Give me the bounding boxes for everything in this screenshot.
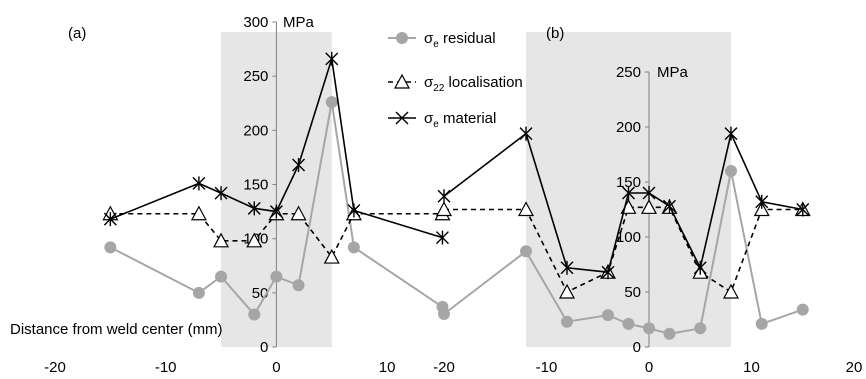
legend-symbol: σ: [424, 110, 434, 127]
panel-b-series-material-point: [437, 189, 451, 204]
panel-a-y-tick-label: 0: [260, 339, 268, 356]
panel-b-series-material-point: [519, 126, 533, 141]
panel-a-y-tick-label: 200: [243, 122, 268, 139]
panel-a-series-material-point: [103, 212, 117, 227]
x-axis-title: Distance from weld center (mm): [10, 321, 223, 338]
legend-symbol: σ: [424, 74, 434, 91]
panel-a-y-tick-label: 250: [243, 68, 268, 85]
panel-a-series-localisation-point: [190, 205, 207, 221]
legend-subscript: e: [433, 119, 439, 130]
panel-b-series-material-point: [622, 186, 635, 200]
panel-a-y-tick-label: 150: [243, 177, 268, 194]
legend-label-material: σe material: [424, 110, 496, 130]
panel-a-series-material-point: [192, 176, 206, 191]
legend-label-localisation: σ22 localisation: [424, 74, 523, 94]
panel-b-series-residual-point: [796, 303, 809, 316]
panel-b-series-residual-point: [520, 245, 532, 258]
panel-b-x-tick-label: 0: [645, 359, 653, 376]
legend-item-material: σe material: [388, 110, 496, 130]
panel-b-series-residual-point: [725, 165, 737, 177]
panel-b-series-material-point: [724, 126, 738, 141]
panel-a-series-residual-point: [347, 241, 360, 254]
legend-label-residual: σe residual: [424, 30, 496, 50]
panel-b-y-tick-label: 250: [616, 64, 641, 81]
panel-b-series-material-point: [642, 186, 656, 200]
panel-b-x-tick-label: 10: [743, 359, 760, 376]
panel-b-series-residual-point: [561, 315, 573, 328]
panel-a-series-material-point: [325, 51, 339, 66]
panel-a-series-localisation-point: [213, 232, 230, 248]
panel-a-series-material-point: [435, 230, 449, 245]
panel-b-series-material-point: [601, 265, 615, 280]
legend-text: residual: [439, 30, 496, 47]
panel-a-series-residual-point: [270, 270, 283, 283]
legend-symbol: σ: [424, 30, 434, 47]
panel-a-series-residual-point: [104, 241, 117, 254]
panel-b-x-tick-label: -10: [536, 359, 558, 376]
panel-b-y-tick-label: 200: [616, 119, 641, 136]
panel-a-series-material-point: [347, 203, 361, 218]
panel-a-x-tick-label: -20: [44, 359, 66, 376]
panel-b-x-tick-label: -20: [433, 359, 455, 376]
panel-a-series-residual-point: [325, 96, 338, 109]
panel-b-x-tick-label: 20: [846, 359, 863, 376]
panel-b-series-material-point: [796, 202, 810, 217]
panel-b-series-residual-point: [643, 322, 655, 335]
panel-b-y-tick-label: 150: [616, 174, 641, 191]
panel-b-y-unit: MPa: [657, 64, 689, 81]
panel-a-series-localisation-point: [246, 232, 263, 248]
panel-b-series-residual-point: [755, 317, 768, 330]
panel-b-series-material-point: [663, 199, 676, 214]
panel-b-series-residual-point: [602, 309, 614, 322]
panel-a-label: (a): [68, 25, 86, 42]
panel-b-series-material-point: [560, 260, 574, 275]
panel-a-series-material-point: [247, 201, 261, 216]
panel-a-series-localisation-point: [323, 248, 340, 264]
legend-text: material: [439, 110, 497, 127]
panel-a-series-residual-point: [215, 270, 228, 283]
axes: 050100150200250300-20-100100501001502002…: [44, 14, 862, 376]
panel-b-series-localisation-point: [435, 201, 453, 217]
panel-b-series-residual-point: [438, 308, 450, 320]
labels: (a) (b) MPa MPa Distance from weld cente…: [10, 14, 689, 338]
panel-b-series-localisation-point: [558, 283, 576, 299]
legend-item-localisation: σ22 localisation: [388, 73, 523, 94]
panel-a-series-material-point: [214, 186, 228, 201]
panel-a-series-material-point: [269, 204, 283, 219]
panel-b-series-localisation-point: [753, 201, 770, 217]
panel-b-series-residual-point: [694, 322, 707, 335]
panel-b-series-residual-point: [663, 327, 676, 340]
legend-text: localisation: [444, 74, 522, 91]
panel-b-series-material-point: [693, 260, 707, 275]
panel-a-series-residual-point: [248, 308, 261, 321]
panel-b-series-localisation-point: [517, 201, 535, 217]
panel-b-y-tick-label: 100: [616, 229, 641, 246]
panel-a-series-residual-point: [292, 279, 305, 292]
panel-a-series-material-point: [292, 158, 306, 172]
series-layer: [102, 51, 811, 340]
panel-a-x-tick-label: -10: [155, 359, 177, 376]
panel-b-y-tick-label: 0: [633, 339, 641, 356]
panel-a-series-localisation-point: [290, 205, 307, 221]
legend-marker-material: [395, 111, 409, 125]
panel-b-series-localisation-point: [640, 199, 658, 214]
panel-b-series-material-point: [755, 194, 769, 209]
legend-item-residual: σe residual: [388, 30, 496, 50]
panel-a-x-tick-label: 10: [379, 359, 396, 376]
legend-subscript: e: [433, 39, 439, 50]
legend-marker-residual: [396, 32, 408, 44]
panel-b-y-tick-label: 50: [624, 284, 641, 301]
panel-a-series-residual-point: [192, 286, 205, 299]
panel-a-y-tick-label: 300: [243, 14, 268, 31]
legend-subscript: 22: [433, 83, 445, 94]
panel-b-label: (b): [546, 25, 564, 42]
panel-a-x-tick-label: 0: [272, 359, 280, 376]
legend-marker-localisation: [393, 73, 411, 89]
panel-b-series-residual-point: [622, 317, 635, 330]
panel-b-series-localisation-point: [722, 283, 740, 299]
panel-a-y-unit: MPa: [283, 14, 315, 31]
